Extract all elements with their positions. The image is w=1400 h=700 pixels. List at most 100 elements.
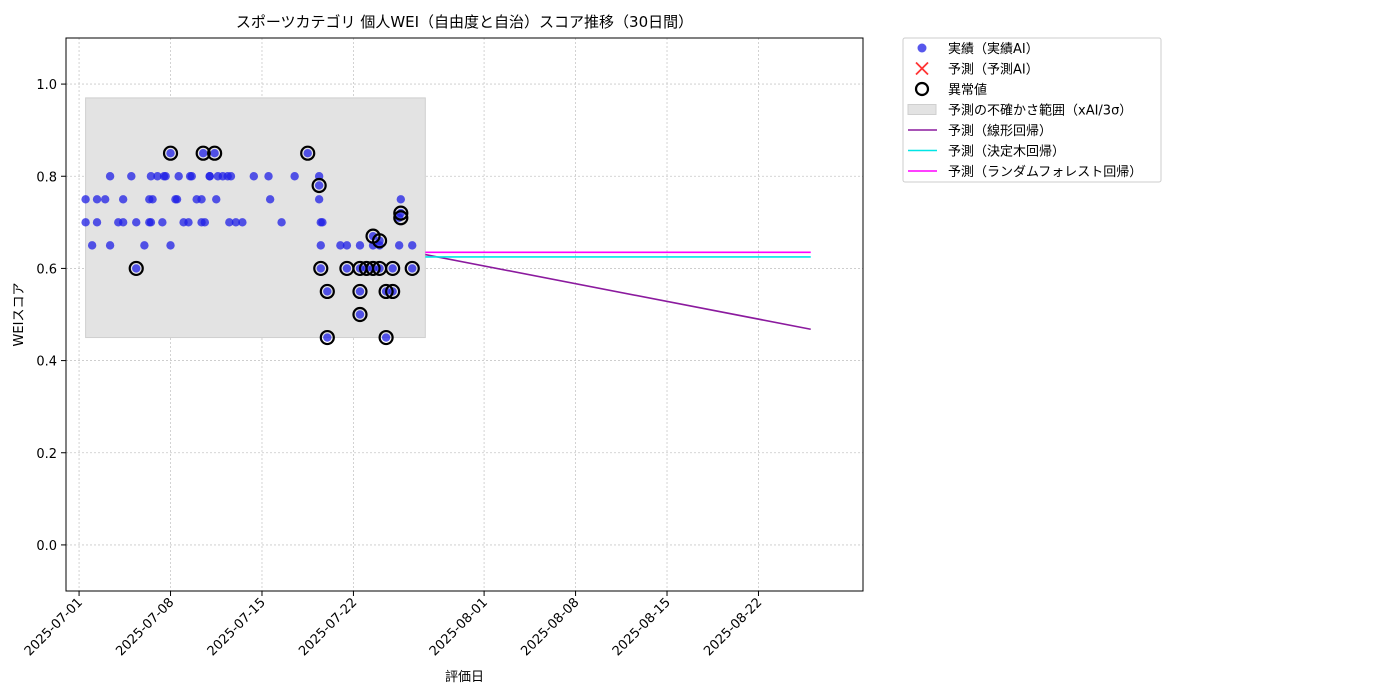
actual-point (166, 241, 175, 250)
actual-point (277, 218, 286, 227)
actual-point (355, 287, 365, 296)
actual-point (265, 195, 275, 204)
legend-label: 予測（ランダムフォレスト回帰） (948, 164, 1142, 180)
anomaly-marker (128, 260, 144, 277)
anomaly-marker (393, 210, 409, 226)
y-tick-label: 0.4 (36, 355, 57, 370)
y-tick-label: 0.6 (36, 262, 57, 277)
actual-point (408, 264, 417, 273)
anomaly-marker (404, 260, 420, 277)
actual-point (87, 241, 97, 250)
actual-point (172, 195, 182, 204)
actual-point (198, 149, 208, 158)
uncertainty-band (85, 97, 426, 339)
actual-point (140, 241, 149, 250)
anomaly-marker (313, 260, 329, 277)
actual-point (249, 172, 259, 181)
prediction-line (425, 253, 811, 331)
actual-point (342, 264, 352, 273)
actual-point (205, 172, 214, 181)
actual-point (200, 218, 210, 227)
uncertainty-band-layer (85, 97, 426, 339)
legend-label: 予測（決定木回帰） (948, 144, 1065, 160)
actual-point (146, 218, 156, 227)
actual-point (118, 195, 128, 204)
x-tick-label: 2025-08-08 (518, 595, 582, 659)
legend-label: 予測（予測AI） (948, 63, 1039, 78)
actual-points-layer (81, 149, 417, 342)
actual-point (158, 218, 167, 227)
actual-point (381, 333, 391, 342)
actual-point (146, 172, 156, 181)
anomaly-marker (352, 306, 368, 323)
actual-point (174, 172, 183, 181)
actual-point (153, 172, 162, 181)
actual-point (92, 195, 102, 204)
actual-point (264, 172, 273, 181)
actual-point (316, 264, 325, 273)
actual-point (226, 172, 236, 181)
actual-point (316, 241, 325, 250)
x-tick-label: 2025-07-15 (205, 595, 269, 659)
legend-frame (902, 37, 1162, 183)
chart-title: スポーツカテゴリ 個人WEI（自由度と自治）スコア推移（30日間） (236, 13, 693, 31)
legend-label: 実績（実績AI） (948, 41, 1039, 57)
actual-point (166, 149, 175, 158)
actual-point (303, 149, 312, 158)
anomaly-marker (378, 329, 394, 346)
anomaly-marker (319, 283, 335, 300)
legend-band-swatch (907, 104, 937, 115)
actual-point (290, 172, 299, 181)
actual-point (212, 195, 221, 204)
actual-point (187, 172, 196, 181)
actual-point (388, 264, 397, 273)
x-tick-label: 2025-07-22 (296, 595, 360, 659)
x-tick-label: 2025-08-15 (610, 595, 674, 659)
actual-point (318, 218, 327, 227)
x-axis-title: 評価日 (445, 670, 484, 685)
legend-predicted-marker (915, 61, 929, 76)
y-axis: 0.0 0.2 0.4 0.6 0.8 1.0 (36, 78, 66, 554)
actual-point (105, 241, 115, 250)
actual-point (238, 218, 247, 227)
legend-label: 予測の不確かさ範囲（xAI/3σ） (948, 103, 1132, 119)
anomaly-marker (162, 145, 179, 161)
x-tick-label: 2025-08-22 (701, 595, 765, 659)
actual-point (132, 264, 141, 273)
actual-point (314, 181, 324, 190)
actual-point (148, 195, 157, 204)
actual-point (118, 218, 128, 227)
anomaly-marker (319, 329, 335, 346)
actual-point (342, 241, 352, 250)
anomaly-marker (365, 260, 381, 277)
actual-point (336, 241, 345, 250)
actual-point (355, 241, 365, 250)
actual-point (394, 241, 404, 250)
x-axis: 2025-07-01 2025-07-08 2025-07-15 2025-07-22… (22, 591, 765, 659)
actual-point (355, 310, 365, 319)
anomaly-markers-layer (128, 145, 420, 346)
actual-point (375, 236, 384, 245)
actual-point (368, 231, 378, 241)
actual-point (210, 149, 219, 158)
actual-point (81, 195, 90, 204)
actual-point (197, 195, 206, 204)
actual-point (323, 287, 332, 296)
anomaly-marker (385, 283, 401, 300)
anomaly-marker (195, 145, 211, 161)
anomaly-marker (311, 177, 327, 194)
anomaly-marker (393, 205, 409, 221)
y-tick-label: 0.2 (36, 447, 57, 462)
legend-label: 予測（線形回帰） (948, 123, 1052, 139)
anomaly-marker (385, 260, 401, 277)
anomaly-marker (300, 145, 316, 161)
actual-point (231, 218, 241, 227)
y-tick-label: 0.0 (36, 539, 57, 554)
x-tick-label: 2025-07-08 (113, 595, 177, 659)
actual-point (105, 172, 115, 181)
plot-frame (65, 37, 864, 592)
anomaly-marker (207, 145, 223, 161)
actual-point (100, 195, 110, 204)
actual-point (225, 218, 234, 227)
